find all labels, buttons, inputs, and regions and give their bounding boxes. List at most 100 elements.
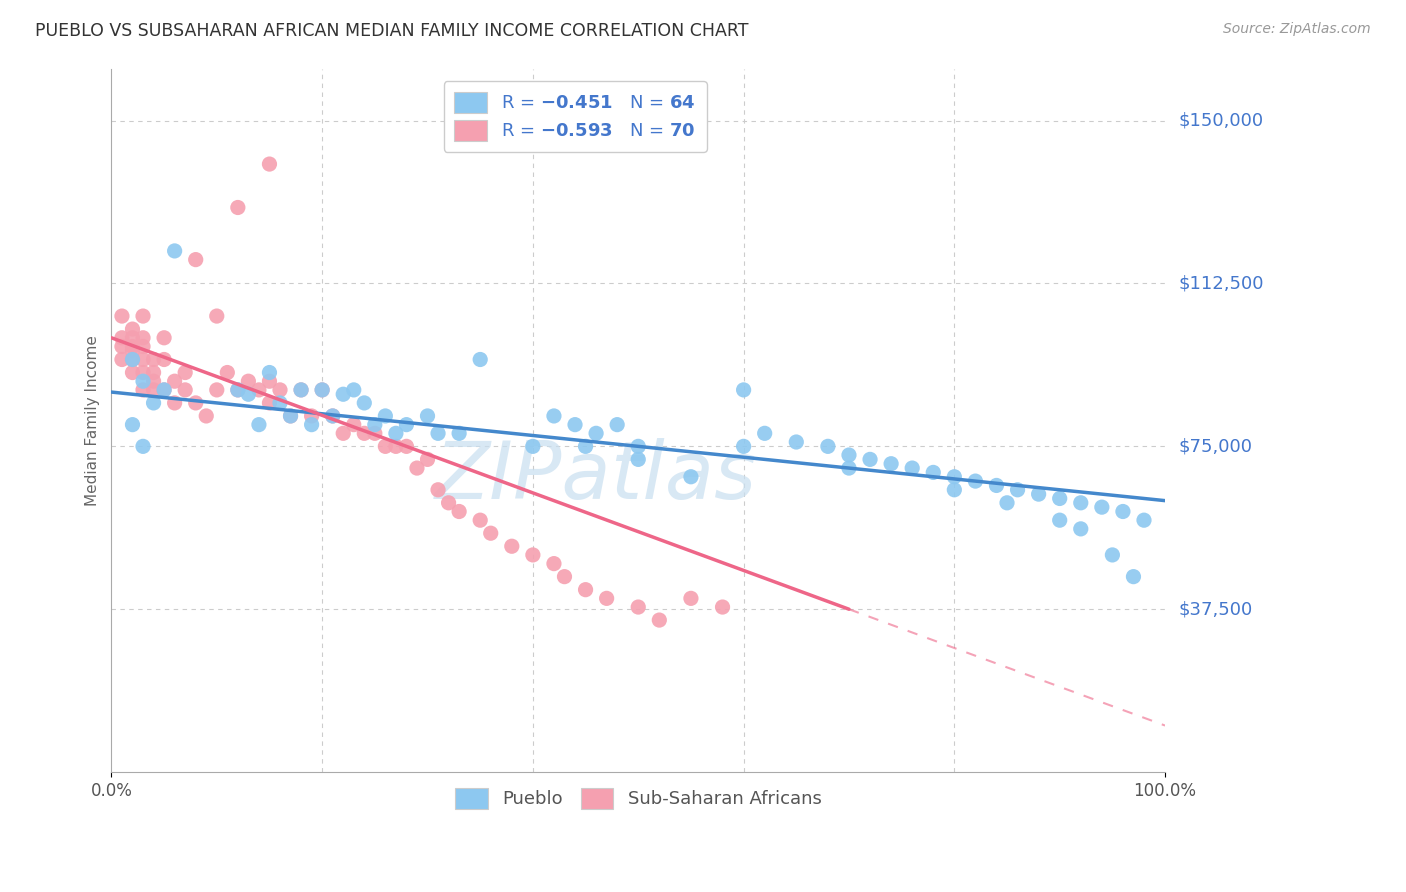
Point — [374, 439, 396, 453]
Point — [470, 513, 492, 527]
Point — [111, 309, 134, 323]
Point — [269, 396, 291, 410]
Point — [121, 366, 143, 380]
Point — [311, 383, 333, 397]
Point — [627, 452, 650, 467]
Point — [322, 409, 344, 423]
Point — [385, 439, 408, 453]
Point — [543, 557, 565, 571]
Point — [553, 569, 575, 583]
Point — [995, 496, 1018, 510]
Y-axis label: Median Family Income: Median Family Income — [86, 334, 100, 506]
Point — [733, 383, 755, 397]
Point — [163, 396, 186, 410]
Point — [142, 383, 165, 397]
Point — [121, 343, 143, 358]
Point — [679, 591, 702, 606]
Point — [1091, 500, 1114, 515]
Point — [1133, 513, 1156, 527]
Point — [132, 352, 155, 367]
Point — [385, 426, 408, 441]
Point — [679, 469, 702, 483]
Text: ZIPatlas: ZIPatlas — [434, 438, 758, 516]
Point — [163, 244, 186, 258]
Text: $75,000: $75,000 — [1180, 437, 1253, 455]
Point — [395, 439, 418, 453]
Point — [449, 426, 471, 441]
Point — [1070, 522, 1092, 536]
Point — [269, 383, 291, 397]
Point — [132, 366, 155, 380]
Point — [522, 439, 544, 453]
Point — [195, 409, 218, 423]
Point — [142, 352, 165, 367]
Point — [259, 396, 281, 410]
Point — [880, 457, 903, 471]
Point — [226, 201, 249, 215]
Point — [754, 426, 776, 441]
Point — [332, 426, 354, 441]
Point — [479, 526, 502, 541]
Point — [859, 452, 882, 467]
Point — [121, 339, 143, 353]
Point — [132, 331, 155, 345]
Point — [111, 339, 134, 353]
Point — [595, 591, 617, 606]
Point — [132, 309, 155, 323]
Point — [132, 339, 155, 353]
Point — [247, 417, 270, 432]
Point — [153, 383, 176, 397]
Point — [132, 383, 155, 397]
Point — [217, 366, 239, 380]
Point — [132, 374, 155, 388]
Point — [1101, 548, 1123, 562]
Point — [353, 426, 375, 441]
Text: $37,500: $37,500 — [1180, 600, 1253, 618]
Point — [1049, 491, 1071, 506]
Text: PUEBLO VS SUBSAHARAN AFRICAN MEDIAN FAMILY INCOME CORRELATION CHART: PUEBLO VS SUBSAHARAN AFRICAN MEDIAN FAMI… — [35, 22, 748, 40]
Point — [965, 474, 987, 488]
Point — [121, 417, 143, 432]
Point — [901, 461, 924, 475]
Point — [163, 374, 186, 388]
Point — [121, 322, 143, 336]
Point — [142, 374, 165, 388]
Point — [627, 439, 650, 453]
Point — [986, 478, 1008, 492]
Point — [174, 383, 197, 397]
Point — [470, 352, 492, 367]
Point — [574, 582, 596, 597]
Point — [184, 252, 207, 267]
Point — [1049, 513, 1071, 527]
Point — [111, 352, 134, 367]
Point — [585, 426, 607, 441]
Point — [574, 439, 596, 453]
Point — [543, 409, 565, 423]
Text: $112,500: $112,500 — [1180, 275, 1264, 293]
Point — [364, 426, 387, 441]
Point — [364, 417, 387, 432]
Legend: Pueblo, Sub-Saharan Africans: Pueblo, Sub-Saharan Africans — [447, 780, 828, 816]
Point — [259, 157, 281, 171]
Point — [153, 383, 176, 397]
Point — [838, 461, 860, 475]
Point — [416, 409, 439, 423]
Point — [1122, 569, 1144, 583]
Point — [121, 352, 143, 367]
Point — [817, 439, 839, 453]
Point — [648, 613, 671, 627]
Point — [922, 466, 945, 480]
Point — [1028, 487, 1050, 501]
Point — [142, 396, 165, 410]
Point — [501, 539, 523, 553]
Point — [184, 396, 207, 410]
Point — [395, 417, 418, 432]
Point — [153, 331, 176, 345]
Point — [449, 504, 471, 518]
Point — [1070, 496, 1092, 510]
Point — [238, 374, 260, 388]
Point — [301, 417, 323, 432]
Point — [353, 396, 375, 410]
Point — [205, 383, 228, 397]
Point — [290, 383, 312, 397]
